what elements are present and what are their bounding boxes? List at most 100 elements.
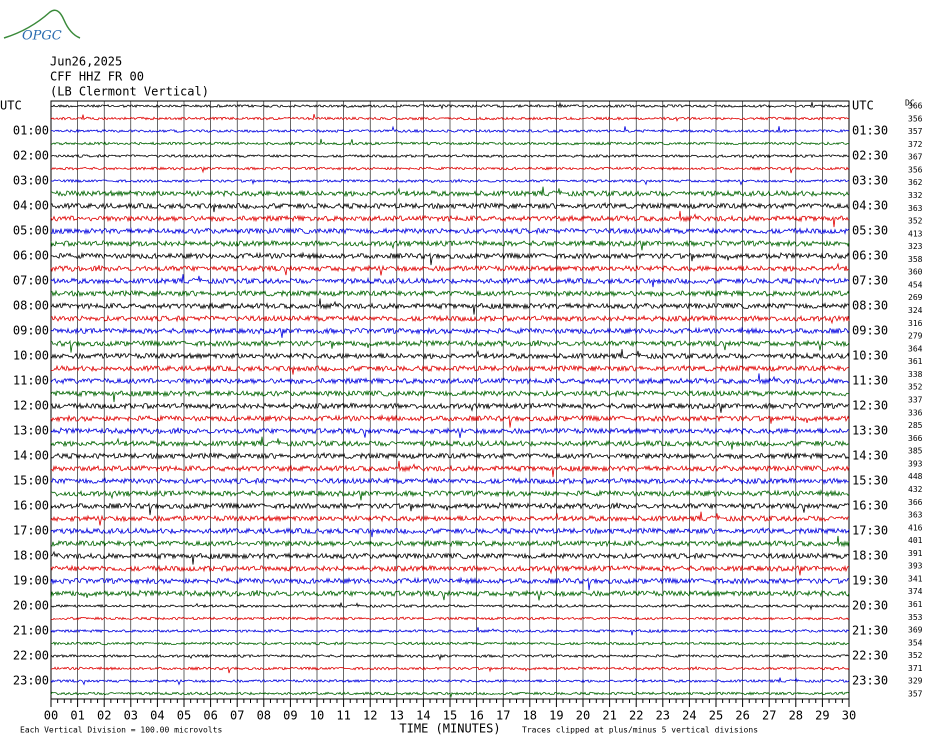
trace xyxy=(50,627,850,636)
x-tick-label: 17 xyxy=(496,709,510,723)
left-time-label: 05:00 xyxy=(13,224,49,238)
trace xyxy=(50,451,850,460)
x-tick-label: 12 xyxy=(363,709,377,723)
trace xyxy=(50,616,850,621)
dc-value: 371 xyxy=(908,664,923,673)
dc-value: 357 xyxy=(908,690,923,699)
station: CFF HHZ FR 00 xyxy=(50,70,144,84)
left-time-label: 09:00 xyxy=(13,324,49,338)
dc-value: 374 xyxy=(908,587,923,596)
x-tick-label: 18 xyxy=(523,709,537,723)
trace xyxy=(50,576,850,591)
dc-value: 391 xyxy=(908,549,923,558)
dc-value: 369 xyxy=(908,626,923,635)
date: Jun26,2025 xyxy=(50,55,122,69)
trace xyxy=(51,227,850,235)
trace xyxy=(50,653,849,661)
trace xyxy=(50,178,850,186)
dc-value: 393 xyxy=(908,562,923,571)
x-tick-label: 30 xyxy=(842,709,856,723)
right-time-label: 21:30 xyxy=(852,624,888,638)
x-tick-label: 28 xyxy=(789,709,803,723)
right-time-label: 07:30 xyxy=(852,274,888,288)
right-time-label: 15:30 xyxy=(852,474,888,488)
dc-value: 285 xyxy=(908,421,923,430)
dc-value: 279 xyxy=(908,332,923,341)
dc-value: 363 xyxy=(908,511,923,520)
trace xyxy=(50,113,850,122)
dc-value: 362 xyxy=(908,178,923,187)
trace xyxy=(50,326,850,338)
right-time-label: 04:30 xyxy=(852,199,888,213)
left-time-label: 11:00 xyxy=(13,374,49,388)
trace xyxy=(50,373,850,386)
trace xyxy=(50,526,850,538)
left-time-label: 14:00 xyxy=(13,449,49,463)
right-time-label: 18:30 xyxy=(852,549,888,563)
location: (LB Clermont Vertical) xyxy=(50,85,209,99)
dc-value: 352 xyxy=(908,383,923,392)
x-tick-label: 06 xyxy=(203,709,217,723)
right-time-label: 01:30 xyxy=(852,124,888,138)
trace xyxy=(50,201,850,213)
dc-value: 332 xyxy=(908,191,923,200)
dc-value: 353 xyxy=(908,613,923,622)
dc-value: 356 xyxy=(908,114,923,123)
trace xyxy=(50,602,850,611)
right-time-label: 23:30 xyxy=(852,674,888,688)
dc-value: 352 xyxy=(908,217,923,226)
dc-value: 361 xyxy=(908,357,923,366)
dc-value: 448 xyxy=(908,472,923,481)
trace xyxy=(50,665,850,674)
right-time-label: 16:30 xyxy=(852,499,888,513)
trace xyxy=(50,460,850,478)
trace xyxy=(50,535,850,548)
trace xyxy=(50,138,850,146)
trace xyxy=(50,511,850,526)
trace xyxy=(50,298,850,315)
x-tick-label: 04 xyxy=(150,709,164,723)
trace xyxy=(50,339,850,353)
trace xyxy=(50,314,850,325)
right-time-label: 09:30 xyxy=(852,324,888,338)
x-tick-label: 25 xyxy=(709,709,723,723)
dc-value: 454 xyxy=(908,280,923,289)
trace xyxy=(50,251,850,266)
logo-shape xyxy=(3,9,81,39)
x-tick-label: 29 xyxy=(815,709,829,723)
trace xyxy=(51,489,850,501)
left-time-label: 12:00 xyxy=(13,399,49,413)
left-time-label: 18:00 xyxy=(13,549,49,563)
left-time-label: 08:00 xyxy=(13,299,49,313)
left-time-label: 22:00 xyxy=(13,649,49,663)
dc-value: 360 xyxy=(908,268,923,277)
left-time-label: 19:00 xyxy=(13,574,49,588)
trace xyxy=(50,436,850,450)
trace xyxy=(50,589,850,601)
dc-value: 358 xyxy=(908,255,923,264)
x-title: TIME (MINUTES) xyxy=(399,722,500,736)
x-tick-label: 08 xyxy=(257,709,271,723)
right-time-label: UTC xyxy=(852,99,874,113)
trace xyxy=(50,477,850,485)
left-time-label: 21:00 xyxy=(13,624,49,638)
x-tick-label: 03 xyxy=(124,709,138,723)
x-tick-label: 23 xyxy=(656,709,670,723)
left-time-label: 01:00 xyxy=(13,124,49,138)
left-time-label: 03:00 xyxy=(13,174,49,188)
dc-value: 393 xyxy=(908,459,923,468)
trace xyxy=(50,289,850,298)
left-time-label: 15:00 xyxy=(13,474,49,488)
right-time-label: 19:30 xyxy=(852,574,888,588)
dc-value: 367 xyxy=(908,153,923,162)
left-time-label: 13:00 xyxy=(13,424,49,438)
trace xyxy=(50,239,850,251)
x-tick-label: 10 xyxy=(310,709,324,723)
x-tick-label: 21 xyxy=(602,709,616,723)
x-tick-label: 27 xyxy=(762,709,776,723)
dc-value: 356 xyxy=(908,165,923,174)
trace xyxy=(50,364,850,375)
dc-value: 324 xyxy=(908,306,923,315)
dc-value: 336 xyxy=(908,408,923,417)
left-time-label: 06:00 xyxy=(13,249,49,263)
